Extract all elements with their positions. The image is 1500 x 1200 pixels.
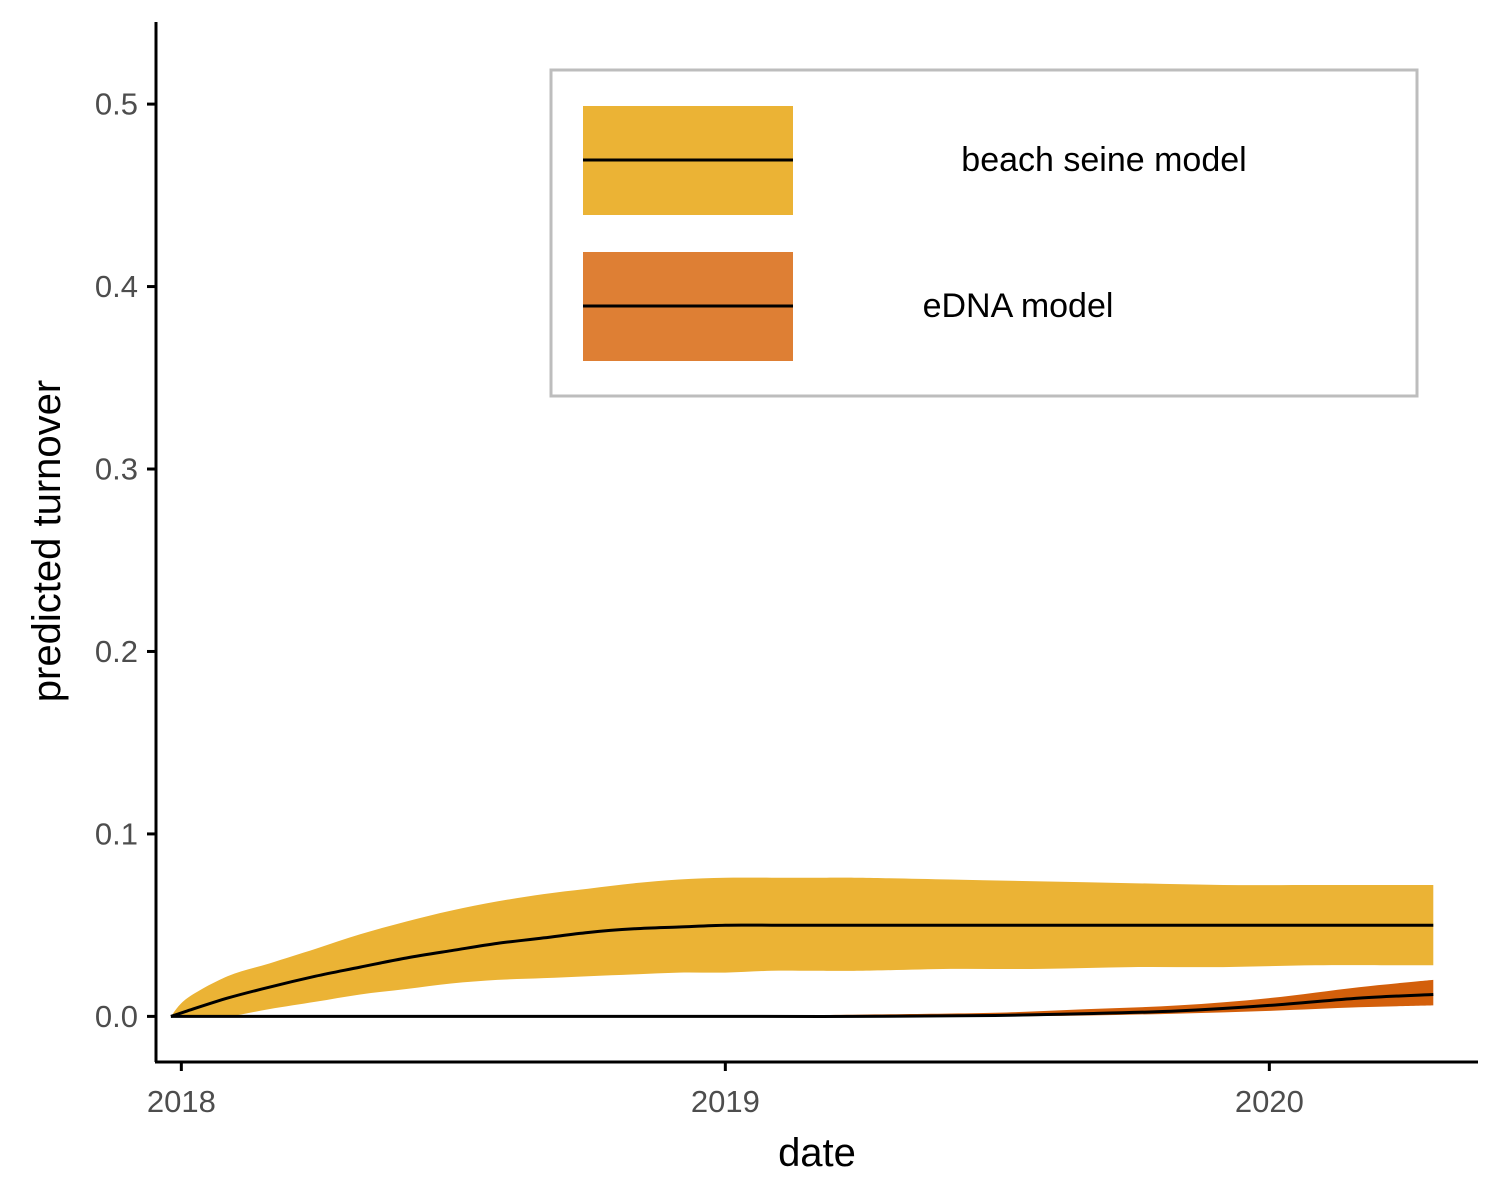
legend-label-edna: eDNA model <box>923 287 1114 325</box>
legend-entry-edna: eDNA model <box>583 252 1113 361</box>
x-tick-label-0: 2018 <box>147 1084 216 1119</box>
y-ticks: 0.0 0.1 0.2 0.3 0.4 0.5 <box>95 87 156 1034</box>
y-tick-label-4: 0.4 <box>95 269 138 304</box>
legend: beach seine model eDNA model <box>549 68 1419 398</box>
x-tick-label-2: 2020 <box>1235 1084 1304 1119</box>
x-axis-title: date <box>778 1131 856 1175</box>
series-lines <box>170 923 1434 1018</box>
series-line-0 <box>170 923 1434 1018</box>
x-tick-label-1: 2019 <box>691 1084 760 1119</box>
confidence-bands <box>170 877 1434 1017</box>
y-axis-title: predicted turnover <box>25 380 69 702</box>
x-ticks: 2018 2019 2020 <box>147 1062 1304 1119</box>
legend-entry-beach-seine: beach seine model <box>583 106 1247 215</box>
y-tick-label-3: 0.3 <box>95 452 138 487</box>
series-line-1 <box>170 993 1434 1018</box>
y-tick-label-2: 0.2 <box>95 634 138 669</box>
y-tick-label-0: 0.0 <box>95 999 138 1034</box>
y-tick-label-1: 0.1 <box>95 816 138 851</box>
confidence-band-0 <box>170 877 1434 1017</box>
y-tick-label-5: 0.5 <box>95 87 138 122</box>
legend-label-beach-seine: beach seine model <box>961 141 1246 179</box>
axes: 0.0 0.1 0.2 0.3 0.4 0.5 2018 2019 2020 <box>95 22 1478 1119</box>
